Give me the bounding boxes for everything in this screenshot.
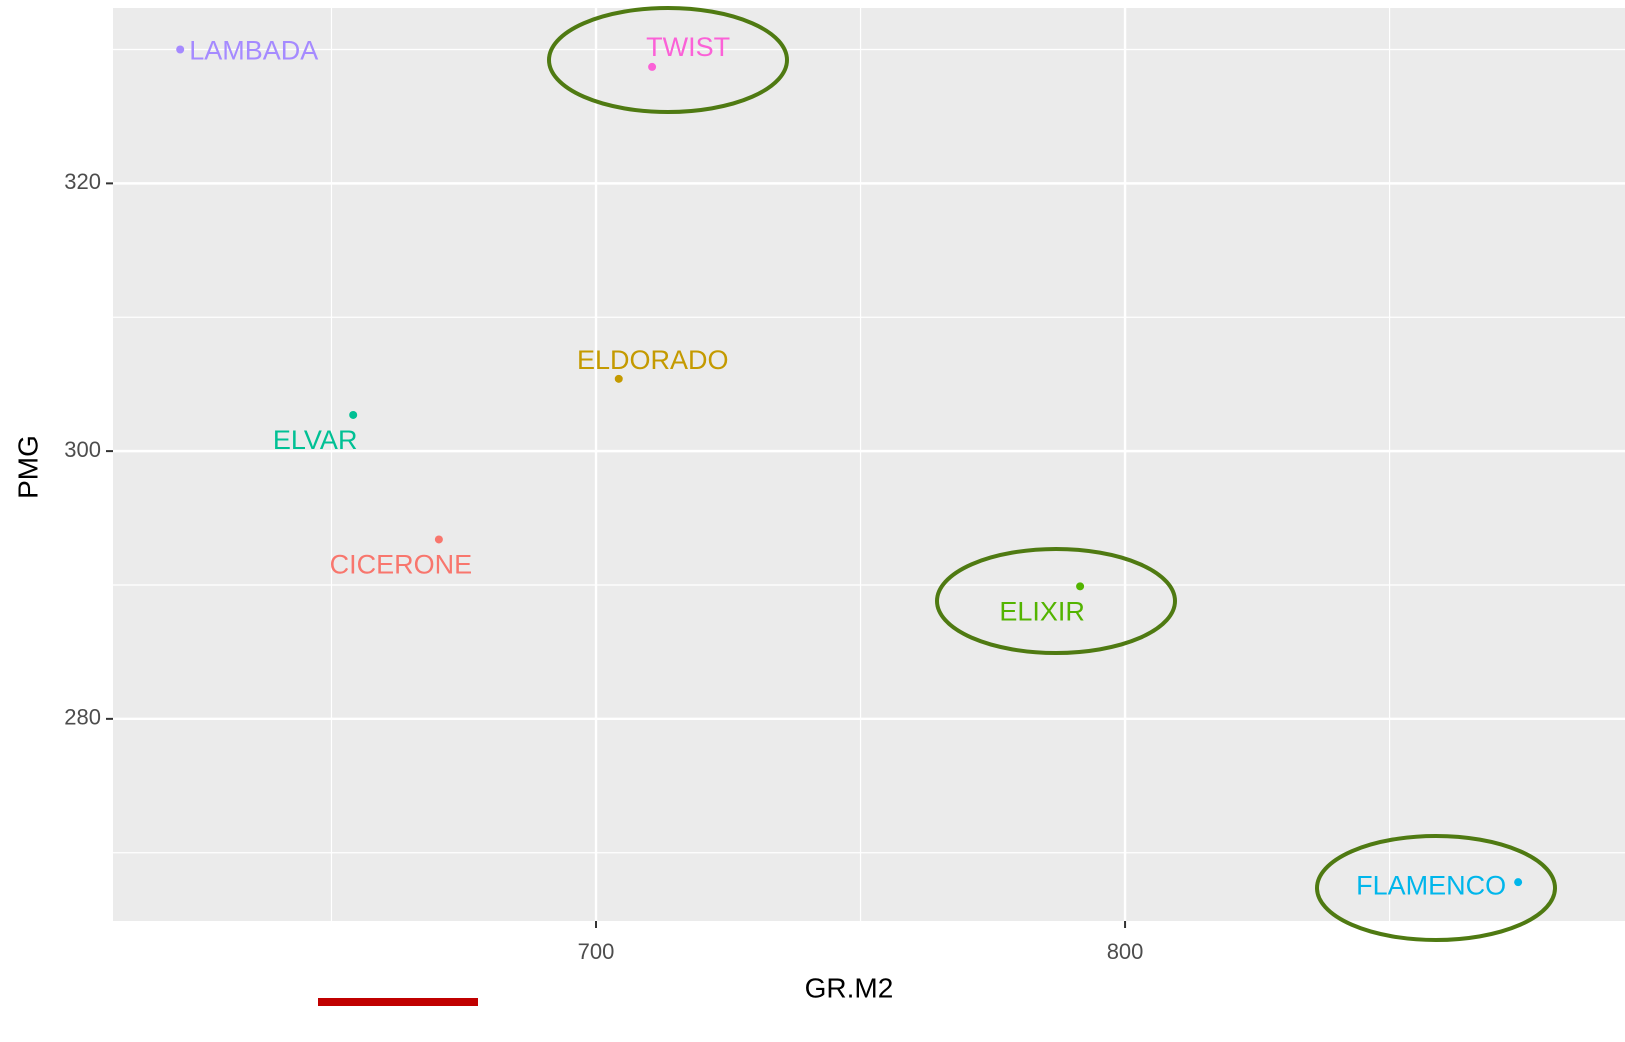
y-axis-title: PMG [12, 435, 43, 499]
point-label: ELDORADO [577, 345, 729, 375]
highlight-ellipse [547, 6, 789, 114]
y-tick-label: 320 [64, 169, 101, 194]
x-tick-label: 800 [1107, 939, 1144, 964]
point [1514, 878, 1523, 887]
plot-panel [113, 8, 1625, 921]
point-label: ELVAR [273, 425, 358, 455]
point-label: CICERONE [330, 550, 473, 580]
y-tick-label: 280 [64, 705, 101, 730]
highlight-ellipse [1315, 834, 1557, 942]
point [1076, 582, 1085, 591]
point [648, 62, 657, 71]
highlight-ellipse [935, 547, 1177, 655]
point-label: TWIST [646, 32, 730, 62]
point-label: LAMBADA [189, 36, 318, 66]
x-tick-label: 700 [578, 939, 615, 964]
red-bar [318, 998, 478, 1006]
point-label: FLAMENCO [1356, 870, 1506, 900]
point [434, 535, 443, 544]
y-tick-label: 300 [64, 437, 101, 462]
point [349, 410, 358, 419]
point [176, 45, 185, 54]
x-axis-title: GR.M2 [805, 972, 894, 1003]
point-label: ELIXIR [999, 596, 1085, 626]
marks: CICERONE ELDORADO ELIXIR ELVAR FLAMENCO LAMBA… [176, 32, 1523, 900]
grid [113, 8, 1625, 921]
point [614, 374, 623, 383]
